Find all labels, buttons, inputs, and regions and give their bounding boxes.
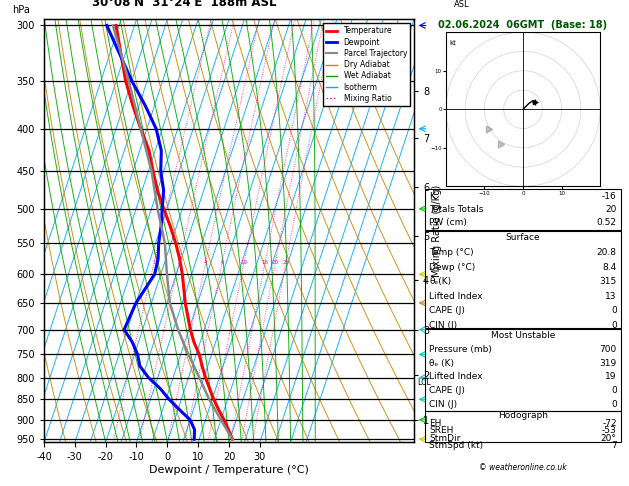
- Text: 0: 0: [611, 399, 616, 409]
- Bar: [425, 411, 621, 442]
- Legend: Temperature, Dewpoint, Parcel Trajectory, Dry Adiabat, Wet Adiabat, Isotherm, Mi: Temperature, Dewpoint, Parcel Trajectory…: [323, 23, 410, 106]
- Bar: [425, 329, 621, 411]
- Text: 20.8: 20.8: [597, 248, 616, 257]
- Bar: [425, 190, 621, 230]
- Text: Most Unstable: Most Unstable: [491, 331, 555, 340]
- Text: 10: 10: [240, 260, 248, 264]
- Text: 319: 319: [599, 359, 616, 368]
- Text: 7: 7: [611, 441, 616, 451]
- Text: -16: -16: [602, 192, 616, 201]
- Text: 0: 0: [611, 306, 616, 315]
- Text: 6: 6: [221, 260, 224, 264]
- Text: SREH: SREH: [430, 426, 454, 435]
- Text: 25: 25: [282, 260, 289, 264]
- Text: CAPE (J): CAPE (J): [430, 306, 465, 315]
- Text: 20: 20: [605, 205, 616, 214]
- Text: θₑ(K): θₑ(K): [430, 277, 452, 286]
- Text: 0: 0: [611, 321, 616, 330]
- Y-axis label: Mixing Ratio (g/kg): Mixing Ratio (g/kg): [432, 185, 442, 277]
- Text: © weatheronline.co.uk: © weatheronline.co.uk: [479, 464, 567, 472]
- Text: LCL: LCL: [418, 378, 431, 386]
- Text: Pressure (mb): Pressure (mb): [430, 345, 492, 354]
- Text: -53: -53: [602, 426, 616, 435]
- Bar: [425, 231, 621, 328]
- Text: StmSpd (kt): StmSpd (kt): [430, 441, 484, 451]
- Text: 4: 4: [204, 260, 208, 264]
- Text: CIN (J): CIN (J): [430, 399, 457, 409]
- Text: PW (cm): PW (cm): [430, 218, 467, 227]
- Text: 1: 1: [152, 260, 156, 264]
- Text: 20: 20: [272, 260, 279, 264]
- Text: 19: 19: [605, 372, 616, 382]
- Text: 2: 2: [177, 260, 181, 264]
- Text: StmDir: StmDir: [430, 434, 460, 443]
- Text: Lifted Index: Lifted Index: [430, 292, 483, 301]
- Text: θₑ (K): θₑ (K): [430, 359, 454, 368]
- Text: Totals Totals: Totals Totals: [430, 205, 484, 214]
- Text: 30°08'N  31°24'E  188m ASL: 30°08'N 31°24'E 188m ASL: [92, 0, 277, 9]
- Text: Lifted Index: Lifted Index: [430, 372, 483, 382]
- Text: CAPE (J): CAPE (J): [430, 386, 465, 395]
- X-axis label: Dewpoint / Temperature (°C): Dewpoint / Temperature (°C): [149, 465, 309, 475]
- Text: EH: EH: [430, 419, 442, 428]
- Text: Temp (°C): Temp (°C): [430, 248, 474, 257]
- Text: Dewp (°C): Dewp (°C): [430, 262, 476, 272]
- Text: hPa: hPa: [13, 5, 30, 15]
- Text: 700: 700: [599, 345, 616, 354]
- Text: 13: 13: [605, 292, 616, 301]
- Text: -72: -72: [602, 419, 616, 428]
- Text: K: K: [430, 192, 435, 201]
- Text: 0: 0: [611, 386, 616, 395]
- Text: Surface: Surface: [506, 233, 540, 243]
- Text: 20°: 20°: [601, 434, 616, 443]
- Text: 16: 16: [262, 260, 269, 264]
- Text: Hodograph: Hodograph: [498, 411, 548, 420]
- Text: 02.06.2024  06GMT  (Base: 18): 02.06.2024 06GMT (Base: 18): [438, 20, 608, 30]
- Text: CIN (J): CIN (J): [430, 321, 457, 330]
- Text: 8.4: 8.4: [603, 262, 616, 272]
- Text: 0.52: 0.52: [597, 218, 616, 227]
- Text: km
ASL: km ASL: [454, 0, 470, 9]
- Text: 315: 315: [599, 277, 616, 286]
